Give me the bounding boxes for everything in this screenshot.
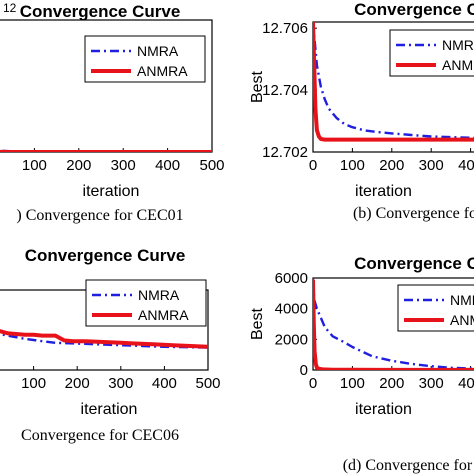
x-tick-label: 300 [419,375,444,392]
x-tick-label: 400 [155,157,180,174]
x-tick-label: 200 [379,157,404,174]
legend-box [84,35,206,83]
y-tick-label: 6000 [275,270,308,287]
legend-label-nmra: NMRA [442,37,474,53]
x-tick-label: 0 [309,375,317,392]
x-tick-label: 400 [458,375,474,392]
legend-label-nmra: NMRA [137,43,179,59]
x-tick-label: 500 [195,375,220,392]
y-tick-label: 12.706 [262,20,308,37]
legend-label-nmra: NMRA [138,287,180,303]
x-tick-label: 300 [111,157,136,174]
x-tick-label: 100 [340,157,365,174]
x-tick-label: 300 [108,375,133,392]
figure-caption: ) Convergence for CEC01 [16,207,183,224]
x-tick-label: 400 [458,157,474,174]
legend-label-anmra: ANMRA [138,307,189,323]
y-tick-label: 12.702 [262,144,308,161]
y-tick-label: 12.704 [262,82,308,99]
x-axis-label: iteration [81,401,138,418]
legend-label-nmra: NMRA [450,292,474,308]
x-tick-label: 200 [379,375,404,392]
chart-title: Convergence Curve [20,2,181,21]
series-line-anmra [313,279,474,370]
chart-title: Convergence Cur [354,254,474,273]
y-tick-label: 2000 [275,331,308,348]
legend-label-anmra: ANMRA [442,57,474,73]
legend: NMRA ANMRA [389,29,474,77]
x-tick-label: 400 [152,375,177,392]
x-axis-label: iteration [83,183,140,200]
x-tick-label: 100 [21,375,46,392]
legend-box [85,279,207,327]
legend-box [397,284,474,332]
y-tick-label: 0 [300,362,308,379]
legend: NMRA ANMRA [84,35,206,83]
chart-panel-b: Convergence Cur 0 100 200 300 400 12.702 12.704… [249,0,474,222]
x-tick-label: 300 [419,157,444,174]
y-tick-label: 4000 [275,301,308,318]
x-tick-label: 200 [66,157,91,174]
x-tick-label: 100 [340,375,365,392]
x-axis-label: iteration [355,401,412,418]
legend: NMRA ANMRA [85,279,207,327]
legend-label-anmra: ANMRA [137,63,188,79]
y-axis-label: Best [249,307,266,340]
series-line-anmra [0,329,208,349]
x-tick-label: 100 [22,157,47,174]
chart-panel-d: Convergence Cur0100200300400020004000600… [249,254,474,474]
chart-panel-c: Convergence Curve 100 200 300 400 500 iteratio… [0,246,221,444]
legend-label-anmra: ANMRA [450,312,474,328]
y-axis-label: Best [249,70,266,103]
legend: NMRA ANMRA [397,284,474,332]
x-axis-label: iteration [355,183,412,200]
chart-title: Convergence Cur [354,0,474,19]
series-line-anmra [313,22,474,142]
figure-caption: (d) Convergence for CEC [343,457,474,474]
x-tick-label: 500 [199,157,224,174]
legend-box [389,29,474,77]
chart-title: Convergence Curve [25,246,186,265]
x-tick-label: 200 [65,375,90,392]
exponent-label: 12 [3,1,17,15]
figure-caption: (b) Convergence for C [353,205,474,222]
x-tick-label: 0 [309,157,317,174]
figure-caption: Convergence for CEC06 [21,427,179,444]
